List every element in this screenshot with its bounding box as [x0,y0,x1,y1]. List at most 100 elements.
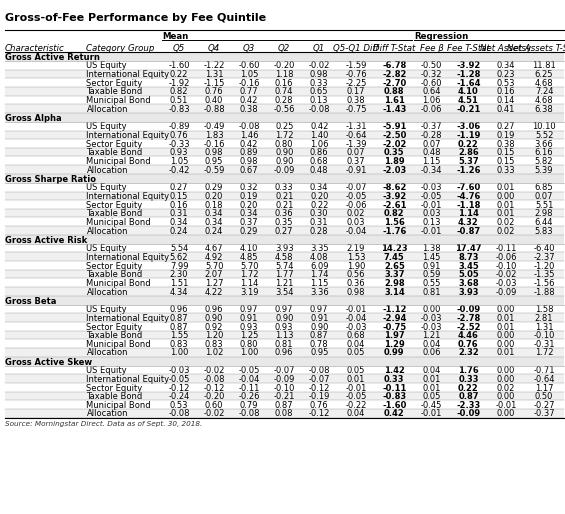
Text: Characteristic: Characteristic [5,44,64,53]
Text: 0.80: 0.80 [275,140,293,149]
Text: 0.79: 0.79 [240,401,258,410]
Text: Allocation: Allocation [86,227,128,235]
Text: US Equity: US Equity [86,366,127,375]
Text: 1.20: 1.20 [205,331,223,340]
Text: US Equity: US Equity [86,244,127,253]
Text: -0.05: -0.05 [345,192,367,201]
Text: 0.22: 0.22 [458,140,479,149]
Text: -0.12: -0.12 [308,410,330,418]
Text: 0.31: 0.31 [310,218,328,227]
Bar [5,400,564,409]
Bar [5,252,564,261]
Bar [5,209,564,217]
Text: 5.39: 5.39 [535,166,553,175]
Text: Sector Equity: Sector Equity [86,140,143,149]
Text: 0.97: 0.97 [310,305,328,315]
Text: 0.60: 0.60 [205,401,223,410]
Text: -0.05: -0.05 [238,366,260,375]
Text: 0.13: 0.13 [310,96,328,105]
Text: -2.33: -2.33 [457,401,480,410]
Text: 0.42: 0.42 [384,410,405,418]
Text: -0.05: -0.05 [421,192,442,201]
Text: 0.59: 0.59 [422,270,441,279]
Text: Allocation: Allocation [86,410,128,418]
Text: -0.71: -0.71 [533,366,555,375]
Text: -6.40: -6.40 [533,244,555,253]
Text: -4.76: -4.76 [456,192,481,201]
Text: 1.38: 1.38 [422,244,441,253]
Text: 0.76: 0.76 [170,131,188,140]
Text: -0.03: -0.03 [420,183,442,192]
Text: -0.10: -0.10 [533,331,555,340]
Text: -0.08: -0.08 [168,410,190,418]
Text: -2.78: -2.78 [457,314,480,323]
Text: 6.44: 6.44 [535,218,553,227]
Text: -0.07: -0.07 [308,375,330,384]
Text: 1.72: 1.72 [275,131,293,140]
Text: Source: Morningstar Direct. Data as of Sept. 30, 2018.: Source: Morningstar Direct. Data as of S… [5,421,202,427]
Text: 0.87: 0.87 [170,314,188,323]
Text: 0.15: 0.15 [497,149,515,157]
Text: 0.22: 0.22 [310,200,328,210]
Text: -0.01: -0.01 [345,383,367,393]
Text: 1.58: 1.58 [535,305,553,315]
Text: -1.39: -1.39 [345,140,367,149]
Text: 2.65: 2.65 [384,262,405,271]
Text: -0.11: -0.11 [496,244,516,253]
Bar [5,87,564,96]
Bar [5,270,564,279]
Text: 0.96: 0.96 [205,305,223,315]
Bar [5,383,564,392]
Text: -0.08: -0.08 [238,410,260,418]
Text: -0.76: -0.76 [345,70,367,79]
Text: Q5-Q1 Diff: Q5-Q1 Diff [333,44,379,53]
Text: 0.37: 0.37 [240,218,258,227]
Text: 0.91: 0.91 [310,314,328,323]
Text: -0.12: -0.12 [168,383,190,393]
Text: Taxable Bond: Taxable Bond [86,87,143,97]
Text: 14.23: 14.23 [381,244,408,253]
Text: Net Assets T-Stat: Net Assets T-Stat [507,44,565,53]
Text: 5.52: 5.52 [535,131,553,140]
Text: -0.42: -0.42 [168,166,190,175]
Text: -0.09: -0.09 [273,166,295,175]
Text: Sector Equity: Sector Equity [86,262,143,271]
Bar [5,217,564,226]
Text: 0.74: 0.74 [275,87,293,97]
Bar [5,52,564,61]
Text: 0.93: 0.93 [275,323,293,332]
Text: 1.05: 1.05 [240,70,258,79]
Text: -1.43: -1.43 [382,105,407,114]
Text: -0.49: -0.49 [203,122,225,132]
Text: US Equity: US Equity [86,305,127,315]
Text: -0.32: -0.32 [420,70,442,79]
Text: 0.65: 0.65 [310,87,328,97]
Text: 5.70: 5.70 [205,262,223,271]
Text: 6.85: 6.85 [535,183,553,192]
Text: 0.00: 0.00 [497,340,515,349]
Text: 1.15: 1.15 [310,279,328,288]
Text: -1.88: -1.88 [533,287,555,297]
Text: Q4: Q4 [208,44,220,53]
Text: 0.20: 0.20 [310,192,328,201]
Text: -1.20: -1.20 [533,262,555,271]
Text: 0.02: 0.02 [497,227,515,235]
Bar [5,148,564,156]
Bar [5,139,564,148]
Text: 0.53: 0.53 [170,401,188,410]
Text: -2.70: -2.70 [383,79,406,88]
Text: 1.02: 1.02 [205,348,223,358]
Text: -0.34: -0.34 [420,166,442,175]
Text: -0.01: -0.01 [345,305,367,315]
Text: 1.76: 1.76 [458,366,479,375]
Text: 0.05: 0.05 [347,348,365,358]
Text: 0.97: 0.97 [240,305,258,315]
Text: 0.93: 0.93 [170,149,188,157]
Bar [5,331,564,339]
Text: -0.83: -0.83 [168,105,190,114]
Text: 0.87: 0.87 [310,331,328,340]
Bar [5,374,564,383]
Text: -0.20: -0.20 [273,62,295,70]
Bar [5,131,564,139]
Text: 7.99: 7.99 [170,262,188,271]
